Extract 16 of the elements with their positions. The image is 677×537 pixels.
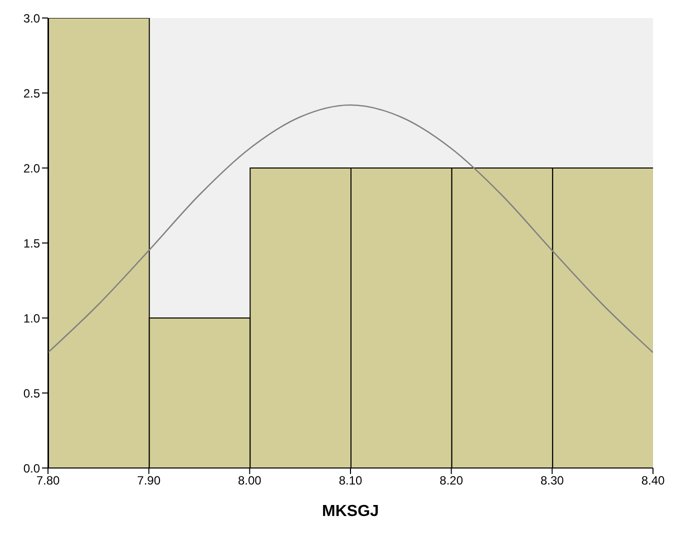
x-tick-label: 8.30 — [540, 474, 564, 488]
y-tick-label: 0.0 — [23, 461, 40, 476]
x-tick-label: 8.10 — [338, 474, 362, 488]
x-axis-title: MKSGJ — [322, 503, 379, 520]
y-tick-label: 1.0 — [23, 311, 40, 326]
y-tick-label: 0.5 — [23, 386, 40, 400]
line-series — [48, 104, 653, 354]
y-tick-label: 1.5 — [23, 236, 40, 250]
x-tick-label: 7.90 — [137, 474, 161, 488]
x-tick-label: 8.40 — [641, 474, 665, 488]
y-tick-label: 2.5 — [23, 86, 40, 100]
y-tick-label: 2.0 — [23, 161, 40, 176]
x-tick-label: 8.00 — [238, 474, 262, 488]
x-tick-label: 8.20 — [440, 474, 464, 488]
x-tick-label: 7.80 — [36, 474, 60, 488]
y-tick-label: 3.0 — [23, 11, 40, 26]
